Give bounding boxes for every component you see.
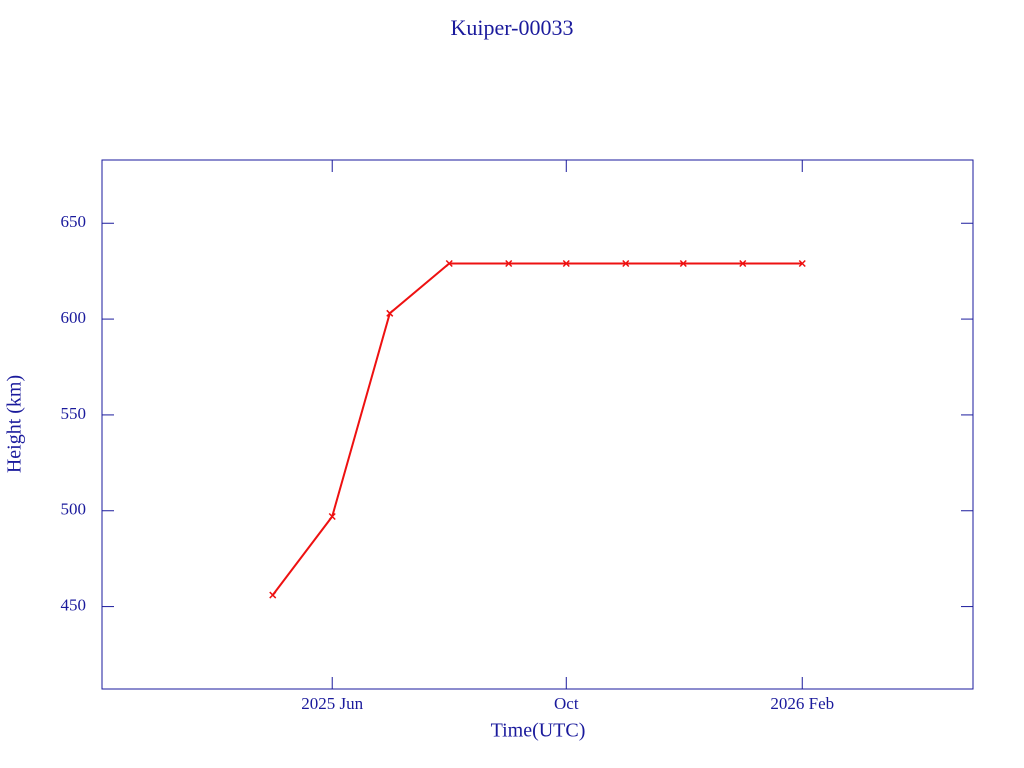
data-point — [679, 259, 687, 268]
plot-frame — [101, 159, 974, 690]
data-line — [271, 262, 803, 596]
data-point — [269, 591, 277, 599]
x-axis-label: Time(UTC) — [491, 720, 586, 742]
data-point — [445, 259, 453, 268]
data-point — [622, 259, 630, 268]
x-tick-label: 2025 Jun — [301, 694, 363, 713]
x-tick-label: Oct — [554, 694, 579, 713]
y-tick-label: 450 — [61, 595, 87, 614]
y-tick-label: 650 — [61, 212, 87, 231]
data-point — [505, 259, 513, 268]
x-tick-label: 2026 Feb — [770, 694, 834, 713]
data-point — [386, 309, 394, 317]
y-axis-label: Height (km) — [4, 375, 26, 473]
data-point — [798, 259, 806, 268]
y-tick-label: 600 — [61, 308, 87, 327]
data-point — [562, 259, 570, 268]
data-point — [739, 259, 747, 268]
data-point — [328, 512, 336, 521]
chart-title: Kuiper-00033 — [451, 15, 574, 40]
y-tick-label: 550 — [61, 404, 87, 423]
y-tick-label: 500 — [61, 500, 87, 519]
